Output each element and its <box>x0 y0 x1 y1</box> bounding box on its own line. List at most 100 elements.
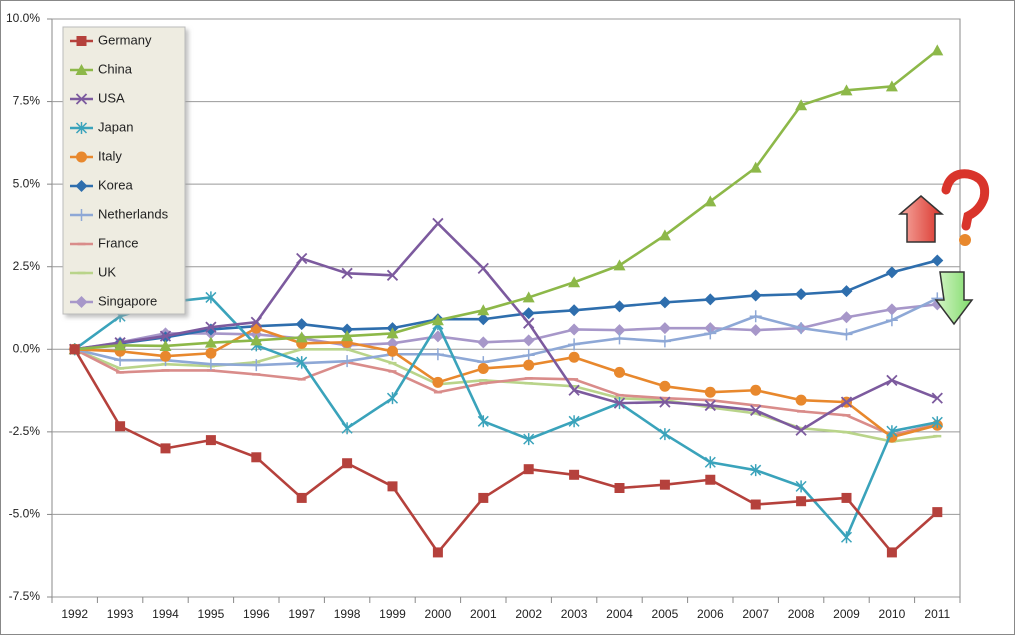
y-tick-label: 2.5% <box>13 259 41 273</box>
marker <box>386 269 399 281</box>
marker <box>613 332 626 345</box>
marker <box>250 334 263 346</box>
marker <box>523 359 535 371</box>
marker <box>613 397 626 409</box>
marker <box>840 285 853 298</box>
marker <box>477 313 490 326</box>
y-tick-label: 0.0% <box>13 341 41 355</box>
marker <box>750 464 762 477</box>
marker <box>704 399 716 412</box>
marker <box>522 291 535 303</box>
y-tick-label: 7.5% <box>13 94 41 108</box>
marker <box>704 195 717 207</box>
x-tick-label: 2007 <box>742 607 769 621</box>
marker <box>296 492 307 503</box>
marker <box>658 335 671 348</box>
marker <box>749 161 762 173</box>
marker <box>342 458 353 469</box>
legend-label: Italy <box>98 148 122 163</box>
marker <box>386 337 399 350</box>
marker <box>614 483 625 494</box>
marker <box>568 304 581 317</box>
marker <box>114 339 127 351</box>
marker <box>431 348 444 361</box>
marker <box>840 311 853 324</box>
series-line <box>74 297 938 367</box>
x-tick-label: 1995 <box>198 607 225 621</box>
question-mark-icon <box>941 169 990 231</box>
legend-label: Korea <box>98 177 133 192</box>
up-arrow-icon <box>897 195 945 243</box>
marker <box>932 507 943 518</box>
series-line <box>73 296 938 539</box>
marker <box>523 433 535 446</box>
marker <box>432 376 444 388</box>
marker <box>568 384 580 396</box>
series-line <box>74 303 938 351</box>
legend-label: Netherlands <box>98 206 169 221</box>
marker <box>522 349 535 362</box>
marker <box>704 386 716 398</box>
marker <box>568 276 581 288</box>
marker <box>704 327 717 340</box>
marker <box>886 374 898 386</box>
marker <box>658 229 671 241</box>
marker <box>160 350 171 362</box>
marker <box>341 355 354 368</box>
legend-marker <box>75 93 88 105</box>
marker <box>659 479 670 490</box>
marker <box>931 44 944 56</box>
x-tick-label: 1999 <box>379 607 406 621</box>
x-tick-label: 2004 <box>606 607 633 621</box>
marker <box>69 344 80 355</box>
marker <box>387 345 398 357</box>
marker <box>750 404 762 417</box>
marker <box>477 415 489 428</box>
marker <box>795 288 808 301</box>
legend-label: Singapore <box>98 293 157 308</box>
x-tick-label: 2003 <box>561 607 588 621</box>
marker <box>614 366 625 378</box>
x-tick-label: 2000 <box>425 607 452 621</box>
series-line <box>74 49 939 351</box>
marker <box>523 464 534 475</box>
legend-marker <box>75 64 88 75</box>
marker <box>885 303 898 316</box>
marker <box>795 99 808 111</box>
marker <box>659 428 671 441</box>
x-tick-label: 2009 <box>833 607 860 621</box>
series <box>68 44 944 355</box>
marker <box>341 267 353 279</box>
marker <box>841 492 852 503</box>
legend-marker <box>75 180 88 192</box>
marker <box>522 307 535 320</box>
x-tick-label: 2001 <box>470 607 497 621</box>
marker <box>250 359 263 372</box>
marker <box>886 425 898 438</box>
plot-area: -7.5% -5.0% -2.5% 0.0% 2.5% 5.0% 7.5% 10.0% 1992… <box>6 11 961 621</box>
marker <box>885 314 898 327</box>
marker <box>478 492 489 503</box>
marker <box>341 323 354 336</box>
legend-marker <box>75 209 88 221</box>
marker <box>296 356 308 369</box>
legend-marker <box>75 296 88 308</box>
y-tick-label: 5.0% <box>13 176 41 190</box>
marker <box>795 480 807 493</box>
marker <box>432 547 443 558</box>
x-tick-label: 2010 <box>879 607 906 621</box>
marker <box>204 336 217 348</box>
marker <box>205 291 217 304</box>
marker <box>477 262 489 275</box>
marker <box>796 496 807 507</box>
marker <box>795 322 808 335</box>
legend-label: Japan <box>98 119 133 134</box>
marker <box>659 396 671 408</box>
marker <box>886 547 897 558</box>
marker <box>205 347 217 359</box>
marker <box>477 336 490 349</box>
y-tick-label: -7.5% <box>9 589 41 603</box>
marker <box>658 296 671 309</box>
marker <box>569 469 580 480</box>
marker <box>477 304 490 316</box>
